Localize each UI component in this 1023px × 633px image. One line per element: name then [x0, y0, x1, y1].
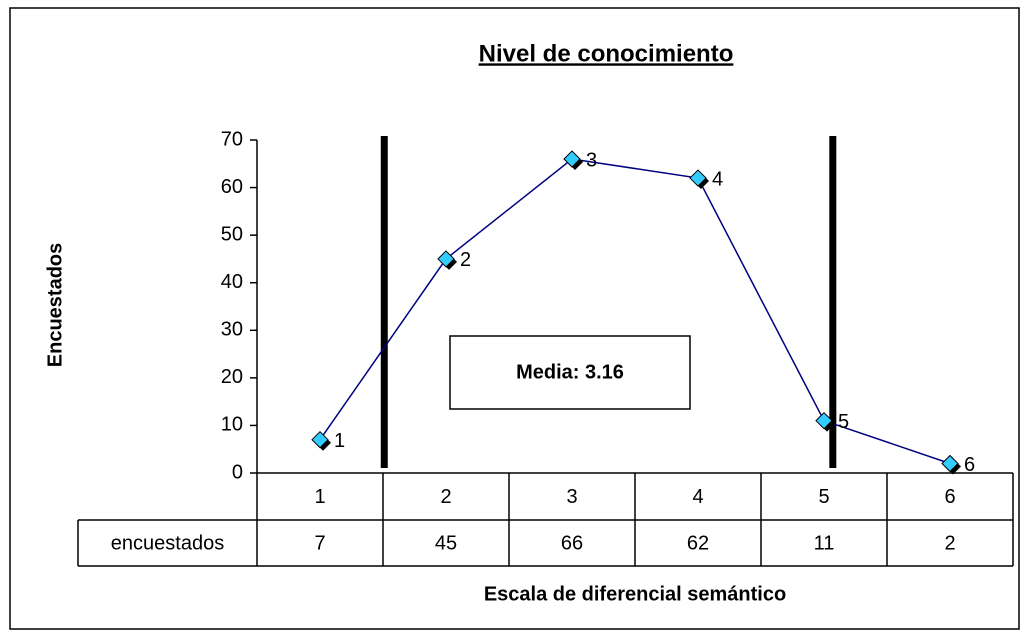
y-tick-label: 20: [221, 366, 243, 388]
y-tick-label: 10: [221, 414, 243, 436]
table-value: 66: [561, 532, 583, 554]
table-value: 2: [944, 532, 955, 554]
x-tick-label: 4: [692, 486, 703, 508]
x-tick-label: 6: [944, 486, 955, 508]
data-label: 2: [460, 249, 471, 271]
y-tick-label: 0: [232, 461, 243, 483]
data-label: 6: [964, 454, 975, 476]
y-tick-label: 50: [221, 223, 243, 245]
y-tick-label: 40: [221, 271, 243, 293]
chart-title: Nivel de conocimiento: [479, 40, 734, 67]
x-tick-label: 1: [314, 486, 325, 508]
x-tick-label: 2: [440, 486, 451, 508]
table-value: 62: [687, 532, 709, 554]
y-tick-label: 60: [221, 176, 243, 198]
marker: [311, 430, 329, 449]
data-label: 5: [838, 411, 849, 433]
table-value: 7: [314, 532, 325, 554]
table-value: 11: [814, 532, 835, 554]
data-label: 3: [586, 149, 597, 171]
annotation: Media: 3.16: [516, 361, 624, 383]
data-label: 1: [334, 430, 345, 452]
y-tick-label: 70: [221, 128, 243, 150]
marker: [689, 169, 707, 187]
chart-border: [9, 7, 1020, 630]
x-tick-label: 3: [566, 486, 577, 508]
marker: [815, 411, 833, 430]
y-tick-label: 30: [221, 319, 243, 341]
marker: [437, 250, 455, 268]
table-value: 45: [435, 532, 457, 554]
x-tick-label: 5: [818, 486, 829, 508]
x-axis-title: Escala de diferencial semántico: [484, 583, 786, 605]
marker: [941, 454, 959, 473]
data-label: 4: [712, 168, 723, 190]
annotation-box: [449, 335, 691, 410]
table-row-label: encuestados: [111, 532, 224, 554]
series-line: [319, 158, 951, 465]
marker: [563, 150, 581, 168]
y-axis-title: Encuestados: [44, 243, 66, 367]
